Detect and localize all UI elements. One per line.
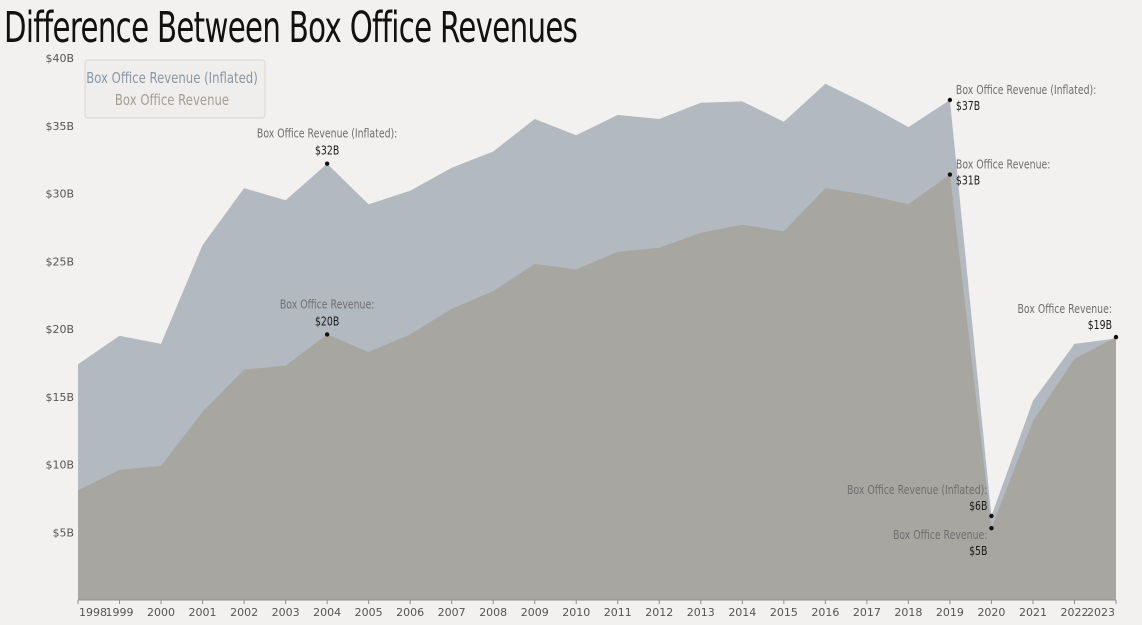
annotation-dot bbox=[324, 332, 330, 337]
x-tick-label: 2014 bbox=[728, 606, 756, 619]
x-tick-label: 2017 bbox=[853, 606, 881, 619]
annotation-label: Box Office Revenue (Inflated): bbox=[847, 483, 987, 497]
x-tick-label: 2018 bbox=[894, 606, 922, 619]
chart-title: Difference Between Box Office Revenues bbox=[4, 3, 578, 53]
x-tick-label: 2007 bbox=[438, 606, 466, 619]
x-tick-label: 2003 bbox=[272, 606, 300, 619]
x-tick-label: 2009 bbox=[521, 606, 549, 619]
x-tick-label: 2012 bbox=[645, 606, 673, 619]
x-tick-label: 1999 bbox=[106, 606, 134, 619]
annotation-value: $20B bbox=[315, 314, 339, 328]
annotation-value: $5B bbox=[969, 544, 987, 558]
legend-item-inflated: Box Office Revenue (Inflated) bbox=[86, 71, 258, 88]
annotation-label: Box Office Revenue: bbox=[956, 157, 1050, 171]
annotation-dot bbox=[1113, 334, 1119, 340]
x-tick-label: 2002 bbox=[230, 606, 258, 619]
y-tick-label: $25B bbox=[45, 255, 74, 268]
y-tick-label: $30B bbox=[45, 188, 74, 201]
area-layer bbox=[78, 83, 1116, 600]
annotation-layer: Box Office Revenue (Inflated): $32B Box Of… bbox=[257, 83, 1119, 559]
annotation-dot bbox=[947, 172, 953, 177]
x-tick-label: 2022 bbox=[1060, 606, 1088, 619]
x-tick-label: 2023 bbox=[1087, 606, 1115, 619]
x-tick-label: 2008 bbox=[479, 606, 507, 619]
x-tick-label: 1998 bbox=[79, 606, 107, 619]
legend-item-revenue: Box Office Revenue bbox=[115, 93, 229, 110]
annotation-value: $32B bbox=[315, 144, 339, 158]
x-tick-label: 2006 bbox=[396, 606, 424, 619]
y-tick-label: $10B bbox=[45, 459, 74, 472]
x-tick-label: 2000 bbox=[147, 606, 175, 619]
annotation-dot bbox=[989, 525, 994, 531]
x-tick-label: 2019 bbox=[936, 606, 964, 619]
y-tick-label: $5B bbox=[52, 526, 74, 539]
annotation-value: $19B bbox=[1088, 318, 1112, 332]
annotation-dot bbox=[989, 513, 994, 519]
x-tick-label: 2020 bbox=[977, 606, 1005, 619]
legend-box bbox=[84, 59, 266, 119]
y-tick-label: $20B bbox=[45, 323, 74, 336]
area-revenue bbox=[78, 174, 1116, 600]
y-tick-label: $15B bbox=[45, 391, 74, 404]
x-tick-label: 2004 bbox=[313, 606, 341, 619]
annotation-value: $31B bbox=[956, 173, 980, 187]
annotation-label: Box Office Revenue: bbox=[893, 528, 987, 542]
x-tick-label: 2016 bbox=[811, 606, 839, 619]
x-tick-label: 2021 bbox=[1019, 606, 1047, 619]
annotation-dot bbox=[947, 97, 953, 103]
x-tick-label: 2011 bbox=[604, 606, 632, 619]
x-tick-label: 2013 bbox=[687, 606, 715, 619]
x-tick-label: 2015 bbox=[770, 606, 798, 619]
x-tick-label: 2005 bbox=[355, 606, 383, 619]
legend: Box Office Revenue (Inflated) Box Office… bbox=[84, 59, 266, 119]
annotation-label: Box Office Revenue: bbox=[1018, 302, 1112, 316]
annotation-label: Box Office Revenue (Inflated): bbox=[956, 83, 1096, 97]
annotation-label: Box Office Revenue: bbox=[280, 297, 374, 311]
y-tick-label: $40B bbox=[45, 52, 74, 65]
annotation-dot bbox=[324, 161, 330, 166]
y-tick-label: $35B bbox=[45, 120, 74, 133]
x-tick-label: 2001 bbox=[189, 606, 217, 619]
annotation-label: Box Office Revenue (Inflated): bbox=[257, 127, 397, 141]
annotation-value: $6B bbox=[969, 499, 987, 513]
y-axis-ticks: $5B $10B $15B $20B $25B $30B $35B $40B bbox=[45, 52, 74, 539]
annotation-value: $37B bbox=[956, 99, 980, 113]
x-tick-label: 2010 bbox=[562, 606, 590, 619]
